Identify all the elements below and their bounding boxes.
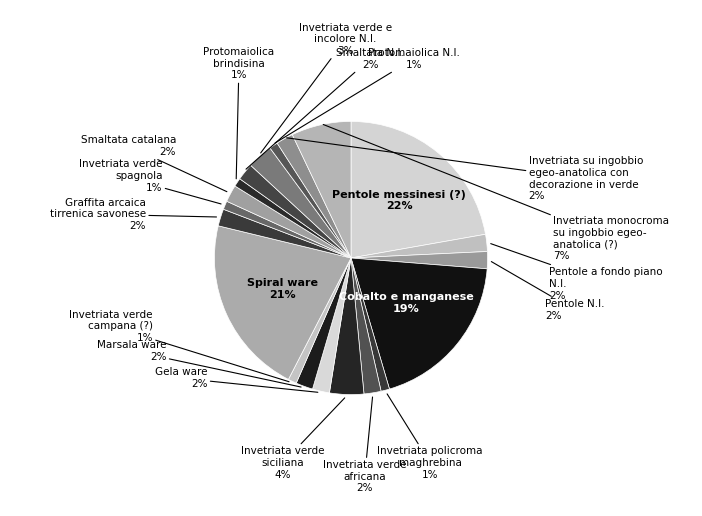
Wedge shape	[289, 258, 351, 383]
Wedge shape	[351, 258, 381, 394]
Text: Invetriata verde
siciliana
4%: Invetriata verde siciliana 4%	[241, 398, 345, 480]
Wedge shape	[351, 258, 487, 389]
Wedge shape	[351, 121, 486, 258]
Wedge shape	[277, 135, 351, 258]
Text: Pentole N.I.
2%: Pentole N.I. 2%	[491, 262, 604, 321]
Text: Pentole messinesi (?)
22%: Pentole messinesi (?) 22%	[332, 190, 466, 211]
Wedge shape	[270, 143, 351, 258]
Text: Invetriata su ingobbio
egeo-anatolica con
decorazione in verde
2%: Invetriata su ingobbio egeo-anatolica co…	[286, 138, 643, 201]
Wedge shape	[329, 258, 364, 395]
Wedge shape	[296, 258, 351, 389]
Wedge shape	[223, 201, 351, 258]
Text: Spiral ware
21%: Spiral ware 21%	[247, 279, 318, 300]
Text: Gela ware
2%: Gela ware 2%	[155, 367, 318, 392]
Text: Marsala ware
2%: Marsala ware 2%	[97, 340, 301, 387]
Wedge shape	[351, 234, 487, 258]
Text: Graffita arcaica
tirrenica savonese
2%: Graffita arcaica tirrenica savonese 2%	[50, 198, 216, 231]
Text: Invetriata verde
africana
2%: Invetriata verde africana 2%	[323, 397, 406, 493]
Wedge shape	[240, 165, 351, 258]
Text: Invetriata verde
spagnola
1%: Invetriata verde spagnola 1%	[79, 159, 221, 204]
Text: Invetriata verde e
incolore N.I.
3%: Invetriata verde e incolore N.I. 3%	[260, 23, 392, 153]
Text: Pentole a fondo piano
N.I.
2%: Pentole a fondo piano N.I. 2%	[491, 244, 663, 300]
Text: Invetriata verde
campana (?)
1%: Invetriata verde campana (?) 1%	[69, 310, 289, 382]
Text: Protomaiolica N.I.
1%: Protomaiolica N.I. 1%	[275, 48, 460, 143]
Text: Smaltata N.I.
2%: Smaltata N.I. 2%	[246, 48, 404, 169]
Text: Protomaiolica
brindisina
1%: Protomaiolica brindisina 1%	[204, 47, 274, 179]
Wedge shape	[292, 121, 351, 258]
Wedge shape	[235, 179, 351, 258]
Wedge shape	[227, 186, 351, 258]
Wedge shape	[312, 258, 351, 393]
Wedge shape	[351, 251, 488, 269]
Wedge shape	[351, 258, 390, 391]
Text: Invetriata policroma
maghrebina
1%: Invetriata policroma maghrebina 1%	[378, 394, 483, 480]
Wedge shape	[218, 209, 351, 258]
Wedge shape	[214, 226, 351, 379]
Wedge shape	[251, 148, 351, 258]
Text: Cobalto e manganese
19%: Cobalto e manganese 19%	[339, 292, 474, 314]
Text: Invetriata monocroma
su ingobbio egeo-
anatolica (?)
7%: Invetriata monocroma su ingobbio egeo- a…	[323, 124, 669, 261]
Text: Smaltata catalana
2%: Smaltata catalana 2%	[81, 135, 227, 191]
